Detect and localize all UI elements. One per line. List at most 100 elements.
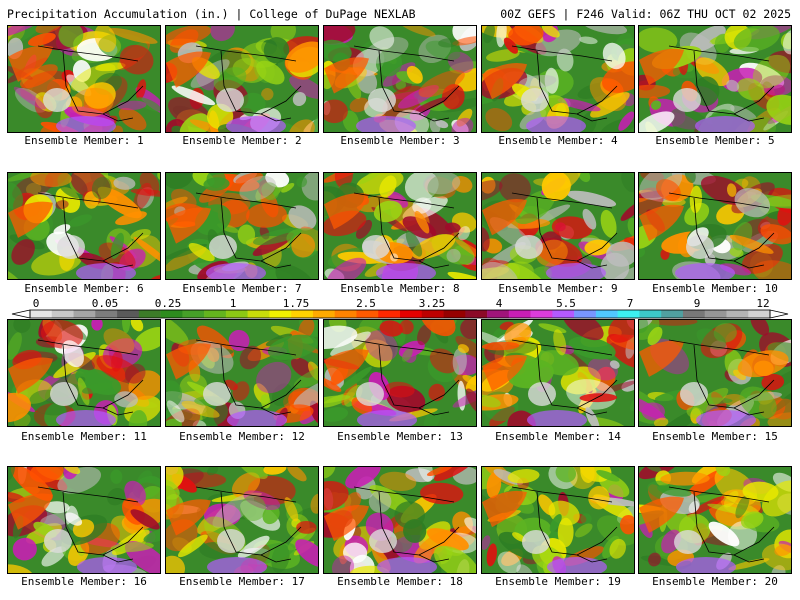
colorbar-swatch — [247, 310, 270, 318]
ensemble-member-label: Ensemble Member: 15 — [652, 430, 778, 443]
precip-map — [482, 467, 634, 573]
precip-map — [639, 320, 791, 426]
colorbar-tick-label: 4 — [495, 297, 503, 310]
colorbar-swatch — [421, 310, 444, 318]
ensemble-member-map — [165, 172, 319, 280]
ensemble-member-label: Ensemble Member: 13 — [337, 430, 463, 443]
colorbar-swatch — [334, 310, 357, 318]
precip-map — [324, 173, 476, 279]
ensemble-member-map — [323, 25, 477, 133]
precip-map — [166, 467, 318, 573]
precip-map — [482, 173, 634, 279]
colorbar-swatch — [51, 310, 74, 318]
ensemble-member-label: Ensemble Member: 2 — [182, 134, 302, 147]
colorbar-right-arrow — [769, 309, 789, 319]
precip-map — [8, 467, 160, 573]
ensemble-member-label: Ensemble Member: 7 — [182, 282, 302, 295]
colorbar-tick-label: 0.05 — [91, 297, 119, 310]
ensemble-member-label: Ensemble Member: 9 — [498, 282, 618, 295]
colorbar-swatch — [487, 310, 510, 318]
ensemble-member-label: Ensemble Member: 6 — [24, 282, 144, 295]
colorbar-swatch — [704, 310, 727, 318]
ensemble-member-map — [481, 319, 635, 427]
ensemble-member-map — [481, 466, 635, 574]
ensemble-member-label: Ensemble Member: 3 — [340, 134, 460, 147]
colorbar-swatch — [291, 310, 314, 318]
colorbar-tick-label: 0 — [32, 297, 40, 310]
ensemble-member-map — [638, 466, 792, 574]
precip-map — [8, 173, 160, 279]
ensemble-member-map — [7, 466, 161, 574]
map-title: Precipitation Accumulation (in.) | Colle… — [7, 7, 416, 21]
colorbar-swatch — [530, 310, 553, 318]
colorbar-swatch — [95, 310, 118, 318]
ensemble-member-map — [638, 319, 792, 427]
precip-map — [324, 26, 476, 132]
ensemble-member-label: Ensemble Member: 5 — [655, 134, 775, 147]
ensemble-member-map — [165, 466, 319, 574]
colorbar-swatch — [312, 310, 335, 318]
colorbar-tick-label: 9 — [693, 297, 701, 310]
colorbar-tick-label: 5.5 — [556, 297, 576, 310]
ensemble-member-map — [638, 25, 792, 133]
colorbar-swatch — [30, 310, 53, 318]
precip-map — [166, 173, 318, 279]
colorbar-swatch — [204, 310, 227, 318]
colorbar-swatch — [73, 310, 96, 318]
precip-map — [482, 320, 634, 426]
ensemble-member-map — [323, 172, 477, 280]
colorbar-swatch — [378, 310, 401, 318]
colorbar-swatch — [225, 310, 248, 318]
ensemble-member-label: Ensemble Member: 8 — [340, 282, 460, 295]
ensemble-member-map — [481, 25, 635, 133]
precip-map — [8, 26, 160, 132]
precip-map — [324, 320, 476, 426]
ensemble-member-label: Ensemble Member: 18 — [337, 575, 463, 588]
precip-map — [482, 26, 634, 132]
colorbar-left-arrow — [11, 309, 31, 319]
colorbar-swatch — [117, 310, 140, 318]
colorbar-swatch — [639, 310, 662, 318]
colorbar-swatch — [269, 310, 292, 318]
precipitation-colorbar — [11, 309, 789, 319]
colorbar-swatch — [508, 310, 531, 318]
ensemble-member-map — [323, 466, 477, 574]
colorbar-swatch — [617, 310, 640, 318]
ensemble-member-map — [638, 172, 792, 280]
colorbar-tick-label: 7 — [626, 297, 634, 310]
ensemble-member-label: Ensemble Member: 20 — [652, 575, 778, 588]
ensemble-member-label: Ensemble Member: 17 — [179, 575, 305, 588]
colorbar-swatch — [443, 310, 466, 318]
colorbar-swatch — [595, 310, 618, 318]
colorbar-swatch — [661, 310, 684, 318]
ensemble-member-map — [323, 319, 477, 427]
ensemble-member-label: Ensemble Member: 10 — [652, 282, 778, 295]
precip-map — [639, 26, 791, 132]
colorbar-swatch — [138, 310, 161, 318]
ensemble-member-label: Ensemble Member: 1 — [24, 134, 144, 147]
ensemble-member-map — [7, 25, 161, 133]
colorbar-tick-label: 1 — [229, 297, 237, 310]
precip-map — [639, 467, 791, 573]
ensemble-member-label: Ensemble Member: 14 — [495, 430, 621, 443]
precip-map — [166, 26, 318, 132]
ensemble-member-map — [7, 319, 161, 427]
ensemble-member-map — [165, 319, 319, 427]
colorbar-tick-label: 12 — [756, 297, 770, 310]
colorbar-tick-label: 0.25 — [154, 297, 182, 310]
ensemble-member-label: Ensemble Member: 4 — [498, 134, 618, 147]
precip-map — [166, 320, 318, 426]
colorbar-tick-label: 1.75 — [282, 297, 310, 310]
ensemble-member-label: Ensemble Member: 11 — [21, 430, 147, 443]
ensemble-member-map — [481, 172, 635, 280]
model-run-info: 00Z GEFS | F246 Valid: 06Z THU OCT 02 20… — [500, 7, 791, 21]
colorbar-swatch — [400, 310, 423, 318]
colorbar-swatch — [552, 310, 575, 318]
colorbar-swatch — [574, 310, 597, 318]
precip-map — [639, 173, 791, 279]
colorbar-swatch — [748, 310, 771, 318]
colorbar-swatch — [465, 310, 488, 318]
ensemble-member-label: Ensemble Member: 19 — [495, 575, 621, 588]
colorbar-swatch — [356, 310, 379, 318]
precip-map — [8, 320, 160, 426]
